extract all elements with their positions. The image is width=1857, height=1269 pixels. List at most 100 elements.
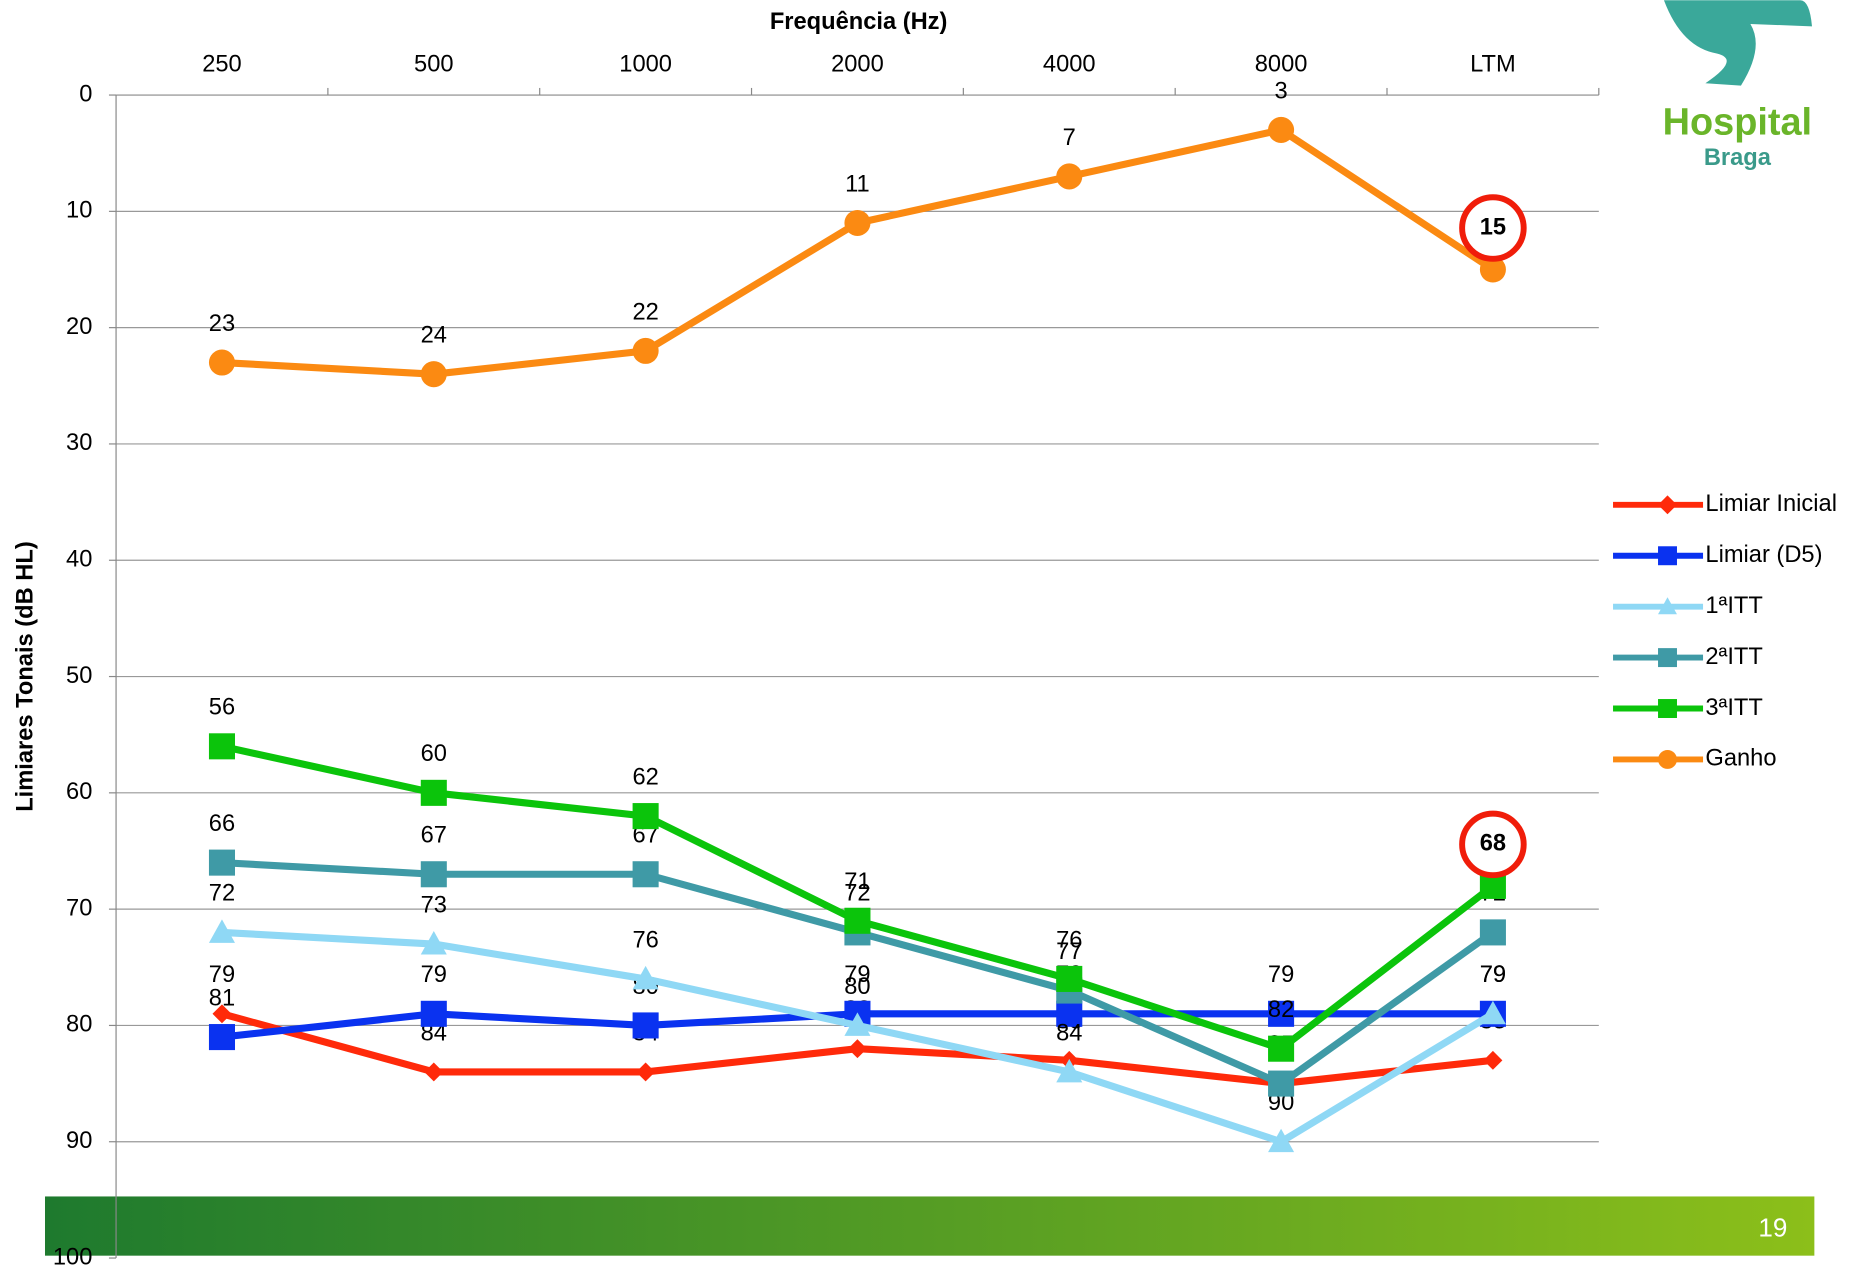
data-label: 84 bbox=[1056, 1020, 1082, 1046]
marker bbox=[420, 361, 447, 388]
logo-mark bbox=[1663, 0, 1812, 86]
data-label: 3 bbox=[1275, 78, 1288, 104]
data-label: 66 bbox=[209, 811, 235, 837]
marker bbox=[208, 849, 236, 876]
y-tick-label: 40 bbox=[66, 546, 92, 572]
marker bbox=[632, 337, 659, 364]
y-tick-label: 90 bbox=[66, 1128, 92, 1154]
legend-label: 2ªITT bbox=[1705, 644, 1762, 670]
data-label: 56 bbox=[209, 695, 235, 721]
data-label: 79 bbox=[421, 962, 447, 988]
x-tick-label: 2000 bbox=[831, 52, 884, 78]
marker bbox=[1658, 597, 1677, 615]
data-label: 71 bbox=[844, 869, 870, 895]
marker bbox=[844, 1012, 871, 1036]
y-tick-label: 10 bbox=[66, 198, 92, 224]
data-label: 7 bbox=[1063, 125, 1076, 151]
data-label: 79 bbox=[1480, 962, 1506, 988]
data-label: 67 bbox=[421, 823, 447, 849]
marker bbox=[1056, 163, 1083, 190]
marker bbox=[1658, 495, 1677, 515]
y-tick-label: 0 bbox=[79, 81, 92, 107]
marker bbox=[1056, 965, 1083, 992]
y-tick-label: 80 bbox=[66, 1012, 92, 1038]
x-tick-label: 4000 bbox=[1043, 52, 1096, 78]
marker bbox=[208, 919, 236, 943]
marker bbox=[1056, 1000, 1083, 1027]
x-tick-label: 8000 bbox=[1255, 52, 1308, 78]
data-label: 22 bbox=[632, 299, 658, 325]
marker bbox=[420, 779, 447, 806]
x-axis-title: Frequência (Hz) bbox=[770, 9, 948, 35]
data-label: 76 bbox=[1056, 927, 1082, 953]
y-axis-title: Limiares Tonais (dB HL) bbox=[12, 541, 38, 812]
y-tick-label: 60 bbox=[66, 779, 92, 805]
marker bbox=[1479, 256, 1506, 283]
footer-bar bbox=[45, 1196, 1815, 1256]
legend-label: Ganho bbox=[1705, 746, 1776, 772]
legend-label: 3ªITT bbox=[1705, 695, 1762, 721]
data-label: 77 bbox=[1056, 939, 1082, 965]
marker bbox=[844, 907, 871, 934]
logo-name: Hospital bbox=[1663, 102, 1812, 144]
marker bbox=[1056, 1058, 1083, 1083]
marker bbox=[1658, 546, 1677, 566]
marker bbox=[1658, 648, 1677, 668]
x-tick-label: LTM bbox=[1470, 52, 1516, 78]
marker bbox=[1479, 1000, 1506, 1025]
y-tick-label: 70 bbox=[66, 895, 92, 921]
data-label: 76 bbox=[632, 927, 658, 953]
marker bbox=[1268, 1070, 1295, 1097]
data-label: 72 bbox=[209, 881, 235, 907]
marker bbox=[632, 803, 659, 830]
marker bbox=[1268, 1000, 1295, 1027]
data-label: 81 bbox=[209, 985, 235, 1011]
legend-label: Limiar Inicial bbox=[1705, 491, 1837, 517]
series-line bbox=[221, 126, 1495, 378]
marker bbox=[1268, 1128, 1295, 1153]
data-label: 79 bbox=[1268, 962, 1294, 988]
marker bbox=[208, 349, 236, 376]
marker bbox=[847, 1039, 867, 1059]
highlight-circle bbox=[1459, 194, 1527, 262]
highlight-circle bbox=[1459, 810, 1527, 879]
data-label: 11 bbox=[845, 171, 870, 197]
y-tick-label: 30 bbox=[66, 430, 92, 456]
marker bbox=[212, 1004, 232, 1024]
marker bbox=[844, 209, 871, 237]
marker bbox=[1268, 116, 1295, 143]
legend-label: 1ªITT bbox=[1705, 593, 1762, 619]
marker bbox=[208, 1024, 236, 1051]
data-label: 15 bbox=[1480, 214, 1506, 240]
marker bbox=[420, 931, 447, 955]
x-tick-label: 500 bbox=[414, 52, 454, 78]
data-label: 73 bbox=[421, 892, 447, 918]
y-tick-label: 50 bbox=[66, 663, 92, 689]
marker bbox=[208, 733, 236, 760]
data-label: 68 bbox=[1480, 831, 1506, 857]
marker bbox=[420, 1000, 447, 1027]
data-label: 79 bbox=[844, 962, 870, 988]
marker bbox=[632, 1012, 659, 1039]
data-label: 79 bbox=[209, 962, 235, 988]
data-label: 23 bbox=[209, 311, 235, 337]
marker bbox=[636, 1062, 656, 1082]
marker bbox=[1268, 1035, 1295, 1062]
data-label: 79 bbox=[1480, 962, 1506, 988]
x-tick-label: 250 bbox=[202, 52, 242, 78]
x-tick-label: 1000 bbox=[619, 52, 672, 78]
page-number: 19 bbox=[1758, 1212, 1787, 1242]
data-label: 60 bbox=[421, 741, 447, 767]
marker bbox=[1483, 1050, 1503, 1070]
marker bbox=[1479, 919, 1506, 946]
y-tick-label: 20 bbox=[66, 314, 92, 340]
marker bbox=[1658, 699, 1677, 718]
marker bbox=[424, 1062, 444, 1082]
marker bbox=[632, 965, 659, 990]
marker bbox=[1658, 749, 1677, 769]
y-tick-label: 100 bbox=[53, 1244, 92, 1269]
logo: Hospital Braga bbox=[1663, 0, 1812, 171]
data-label: 24 bbox=[421, 323, 447, 349]
